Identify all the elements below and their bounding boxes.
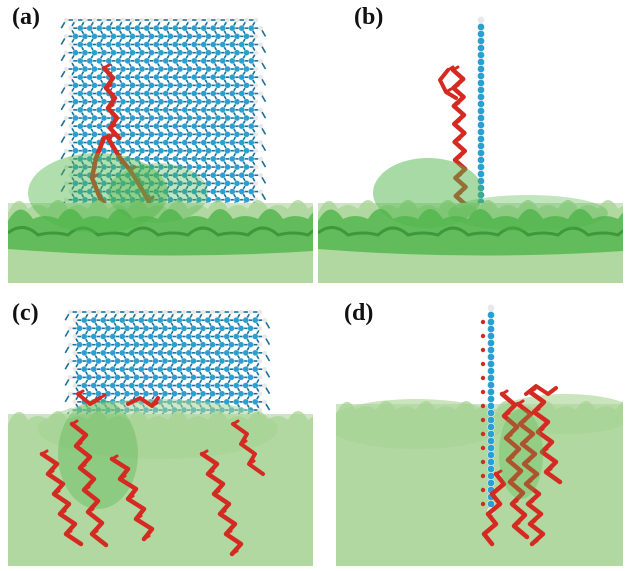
membrane-surface bbox=[318, 200, 623, 283]
panel-b-scene bbox=[318, 16, 623, 283]
panel-a bbox=[8, 8, 313, 283]
lipid-overlay bbox=[499, 409, 543, 499]
membrane-bulge bbox=[38, 399, 278, 509]
panel-d-scene bbox=[336, 304, 623, 566]
panel-c bbox=[8, 294, 313, 566]
lipid-cluster bbox=[39, 389, 265, 557]
panel-c-scene bbox=[8, 309, 313, 566]
panel-d bbox=[336, 294, 623, 566]
panel-b-label: (b) bbox=[354, 4, 384, 30]
panel-b bbox=[318, 8, 623, 283]
panel-d-label: (d) bbox=[344, 300, 374, 326]
panel-c-label: (c) bbox=[12, 300, 39, 326]
panel-a-label: (a) bbox=[12, 4, 40, 30]
panel-a-scene bbox=[8, 17, 313, 283]
membrane-bulge bbox=[373, 158, 608, 231]
membrane-bulge bbox=[28, 153, 208, 233]
lipid-cluster bbox=[481, 384, 563, 547]
graphene-edge-atoms bbox=[480, 319, 486, 507]
membrane-surface bbox=[8, 200, 313, 283]
graphene-edge bbox=[487, 304, 495, 516]
membrane-bulge bbox=[336, 394, 623, 449]
graphene-sheet bbox=[60, 17, 267, 236]
